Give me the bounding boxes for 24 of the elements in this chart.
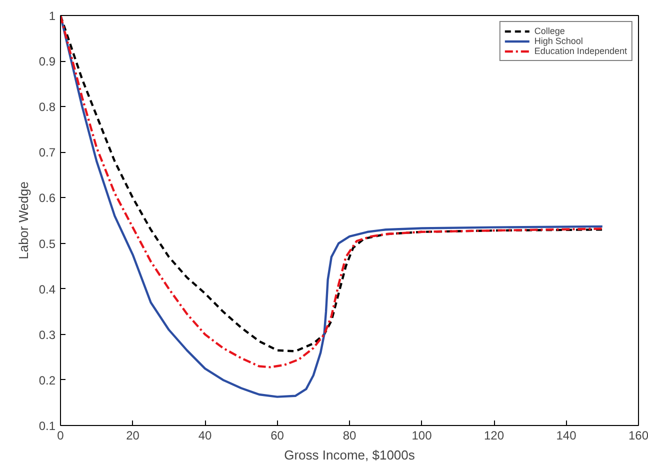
x-tick-label: 100 xyxy=(412,428,432,442)
x-tick-label: 40 xyxy=(198,428,212,442)
y-tick-label: 0.1 xyxy=(38,419,56,433)
y-tick-label: 0.7 xyxy=(38,146,56,160)
legend-label: Education Independent xyxy=(534,46,627,56)
y-tick-label: 0.8 xyxy=(38,100,56,114)
x-tick-label: 140 xyxy=(556,428,577,442)
y-tick-label: 0.5 xyxy=(38,236,56,251)
y-axis-title: Labor Wedge xyxy=(16,182,31,260)
x-tick-label: 80 xyxy=(342,428,356,442)
y-tick-label: 0.2 xyxy=(38,373,56,388)
x-axis-title: Gross Income, $1000s xyxy=(284,448,416,462)
x-tick-label: 120 xyxy=(484,428,504,442)
x-tick-label: 0 xyxy=(57,428,64,442)
y-tick-label: 0.9 xyxy=(38,54,56,69)
y-tick-label: 1 xyxy=(48,9,56,23)
legend-label: High School xyxy=(534,36,583,46)
x-tick-label: 160 xyxy=(628,428,648,442)
legend-label: College xyxy=(534,26,565,36)
y-tick-label: 0.3 xyxy=(38,328,56,342)
y-tick-label: 0.4 xyxy=(38,282,56,296)
x-tick-label: 20 xyxy=(126,428,140,442)
y-tick-label: 0.6 xyxy=(38,191,56,206)
x-tick-label: 60 xyxy=(270,428,284,442)
